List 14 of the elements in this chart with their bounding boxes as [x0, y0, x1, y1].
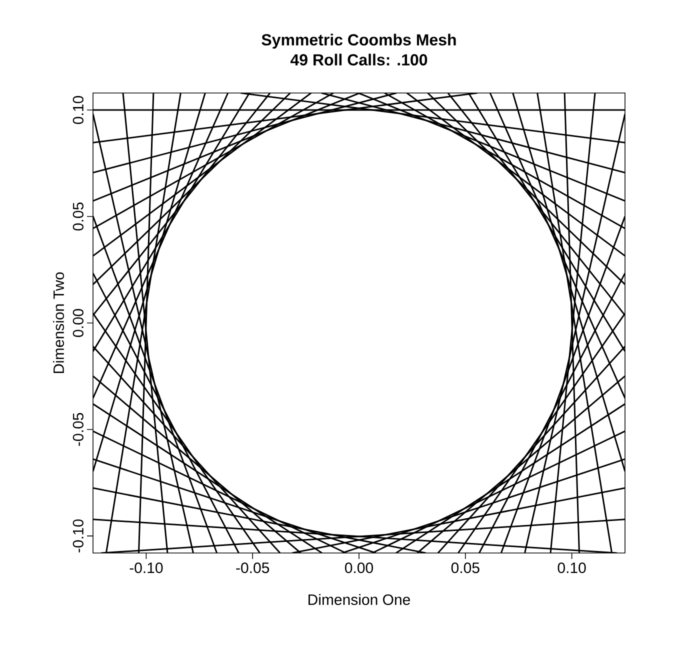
x-tick-label: 0.00: [345, 562, 374, 574]
chart-subtitle: 49 Roll Calls: .100: [290, 54, 428, 66]
y-tick-label: -0.05: [72, 413, 84, 446]
x-tick-label: -0.10: [130, 562, 163, 574]
x-tick-label: -0.05: [236, 562, 270, 574]
y-tick-label: 0.05: [72, 202, 84, 231]
y-tick-label: -0.10: [72, 519, 84, 552]
y-tick-label: 0.00: [72, 308, 84, 337]
x-axis-title: Dimension One: [308, 594, 410, 605]
x-tick-label: 0.05: [451, 562, 480, 574]
y-tick-label: 0.10: [72, 96, 84, 124]
y-axis-title: Dimension Two: [53, 272, 64, 374]
x-tick-label: 0.10: [558, 562, 586, 574]
chart-title: Symmetric Coombs Mesh: [262, 34, 456, 49]
